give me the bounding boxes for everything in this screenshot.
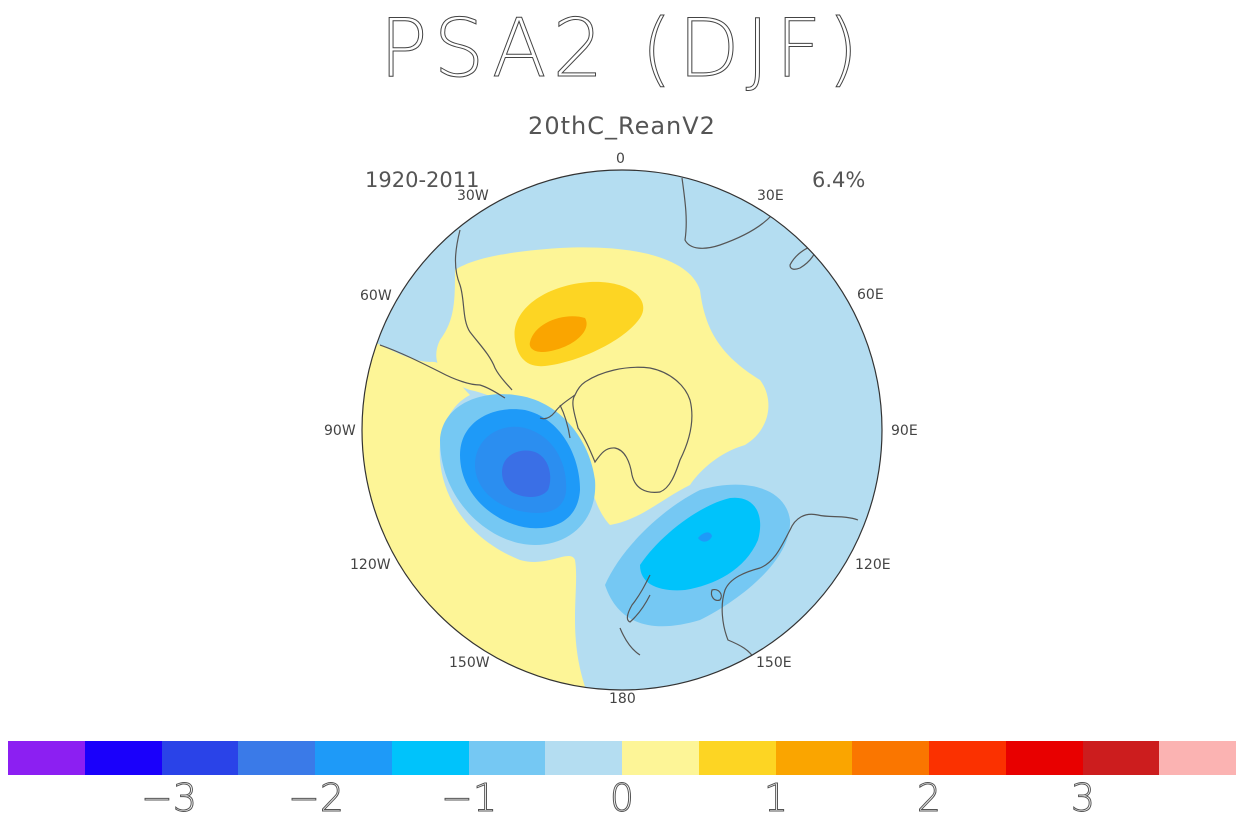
colorbar-swatch-8	[622, 741, 699, 775]
colorbar-swatch-5	[391, 741, 469, 775]
colorbar-swatch-0	[8, 741, 85, 775]
colorbar-tick-2: 2	[916, 776, 942, 821]
colorbar-swatch-6	[468, 741, 546, 775]
colorbar-tick-0: 0	[609, 776, 635, 821]
map-boundary	[361, 169, 883, 691]
colorbar-tick-neg1: −1	[440, 776, 498, 821]
lon-label-120w: 120W	[350, 557, 391, 573]
lon-label-90e: 90E	[891, 423, 918, 439]
colorbar-tick-1: 1	[763, 776, 789, 821]
colorbar-swatch-12	[929, 741, 1006, 775]
lon-label-90w: 90W	[324, 423, 356, 439]
colorbar-swatch-13	[1005, 741, 1083, 775]
colorbar-swatch-10	[775, 741, 853, 775]
colorbar	[8, 741, 1236, 775]
lon-label-150w: 150W	[449, 655, 490, 671]
lon-label-60e: 60E	[857, 287, 884, 303]
colorbar-swatch-15	[1159, 741, 1236, 775]
coastlines	[379, 177, 859, 661]
lon-label-150e: 150E	[756, 655, 792, 671]
colorbar-swatch-3	[238, 741, 315, 775]
period-label: 1920-2011	[365, 168, 480, 192]
lon-label-60w: 60W	[360, 288, 392, 304]
colorbar-swatch-11	[852, 741, 929, 775]
dataset-subtitle: 20thC_ReanV2	[528, 112, 716, 140]
variance-label: 6.4%	[812, 168, 866, 192]
figure-title: PSA2 (DJF)	[379, 2, 865, 95]
positive-anomaly-core-2	[529, 316, 587, 353]
lon-label-30w: 30W	[457, 188, 489, 204]
lon-label-180: 180	[609, 691, 636, 707]
colorbar-tick-neg3: −3	[140, 776, 198, 821]
negative-anomaly-east-2	[640, 497, 761, 591]
colorbar-swatch-9	[698, 741, 776, 775]
colorbar-swatch-14	[1082, 741, 1160, 775]
colorbar-swatch-7	[545, 741, 622, 775]
lon-label-120e: 120E	[855, 557, 891, 573]
colorbar-tick-3: 3	[1070, 776, 1096, 821]
colorbar-swatch-2	[161, 741, 239, 775]
negative-anomaly-west-core	[502, 450, 551, 497]
colorbar-swatch-4	[315, 741, 392, 775]
lon-label-0: 0	[616, 151, 625, 167]
lon-label-30e: 30E	[757, 188, 784, 204]
negative-anomaly-east-core	[698, 532, 712, 542]
colorbar-tick-neg2: −2	[287, 776, 345, 821]
colorbar-swatch-1	[84, 741, 162, 775]
